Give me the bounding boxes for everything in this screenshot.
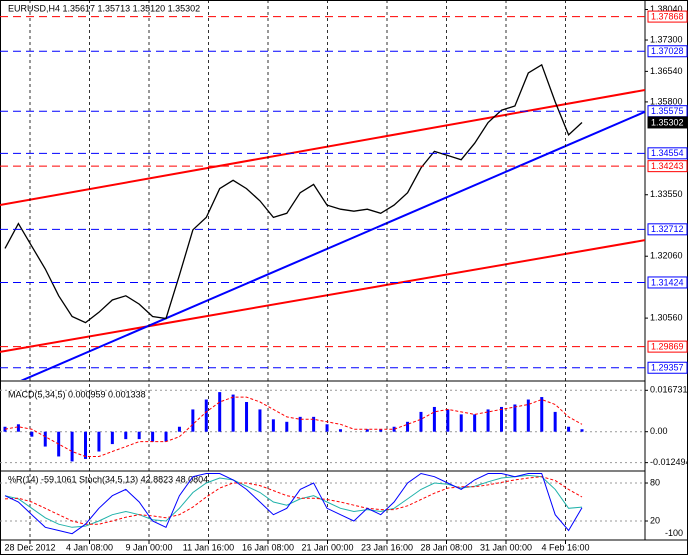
y-tick-label: 80	[650, 477, 660, 487]
level-label: 1.29357	[651, 363, 684, 373]
level-label: 1.35302	[651, 117, 684, 127]
plot	[0, 63, 645, 380]
trend-line	[0, 88, 645, 207]
y-tick-label: 1.35800	[650, 96, 683, 106]
y-tick-label: 0.016731	[650, 385, 688, 395]
level-label: 1.32712	[651, 224, 684, 234]
series-line	[4, 63, 583, 324]
level-label: 1.31424	[651, 277, 684, 287]
x-tick-label: 21 Jan 00:00	[301, 542, 353, 552]
series-line	[4, 476, 583, 525]
level-box	[647, 160, 688, 173]
series-line	[4, 474, 583, 528]
y-tick-label: -0.012494	[650, 457, 688, 467]
trend-line	[20, 110, 645, 380]
x-tick-label: 23 Jan 16:00	[361, 542, 413, 552]
indicator-title: %R(14) -59.1061 Stoch(34,5,13) 42.8823 4…	[8, 474, 208, 484]
y-tick-label: 1.32060	[650, 251, 683, 261]
x-tick-label: 11 Jan 16:00	[183, 542, 234, 552]
x-tick-label: 28 Dec 2012	[4, 542, 55, 552]
x-tick-label: 31 Jan 00:00	[480, 542, 532, 552]
level-box	[647, 45, 688, 58]
plot	[0, 472, 645, 535]
chart-title: EURUSD,H4 1.35617 1.35713 1.35120 1.3530…	[8, 3, 200, 13]
y-tick-label: 1.33550	[650, 189, 683, 199]
trend-line	[0, 239, 645, 353]
x-tick-label: 4 Jan 08:00	[66, 542, 113, 552]
level-label: 1.37028	[651, 46, 684, 56]
x-tick-label: 16 Jan 08:00	[242, 542, 294, 552]
y-tick-label: 1.38040	[650, 4, 683, 14]
level-label: 1.35575	[651, 106, 684, 116]
y-tick-label: 0.00	[650, 426, 668, 436]
level-box	[647, 361, 688, 374]
level-label: 1.34243	[651, 161, 684, 171]
level-box	[647, 340, 688, 353]
series-line	[4, 472, 583, 535]
level-box	[647, 276, 688, 289]
level-box	[647, 116, 688, 129]
y2-tick-label: -100	[665, 528, 683, 538]
y-tick-label: 1.30560	[650, 312, 683, 322]
x-tick-label: 4 Feb 16:00	[541, 542, 589, 552]
level-box	[647, 147, 688, 160]
level-label: 1.37868	[651, 11, 684, 21]
series-line	[4, 396, 583, 457]
y-tick-label: 20	[650, 515, 660, 525]
level-label: 1.29869	[651, 341, 684, 351]
y-tick-label: 1.37300	[650, 34, 683, 44]
indicator-title: MACD(5,34,5) 0.000959 0.001338	[8, 389, 146, 399]
y-tick-label: 1.36540	[650, 66, 683, 76]
level-label: 1.34554	[651, 148, 684, 158]
level-box	[647, 223, 688, 236]
x-tick-label: 28 Jan 08:00	[420, 542, 472, 552]
plot	[0, 389, 645, 464]
level-box	[647, 10, 688, 23]
x-tick-label: 9 Jan 00:00	[125, 542, 172, 552]
